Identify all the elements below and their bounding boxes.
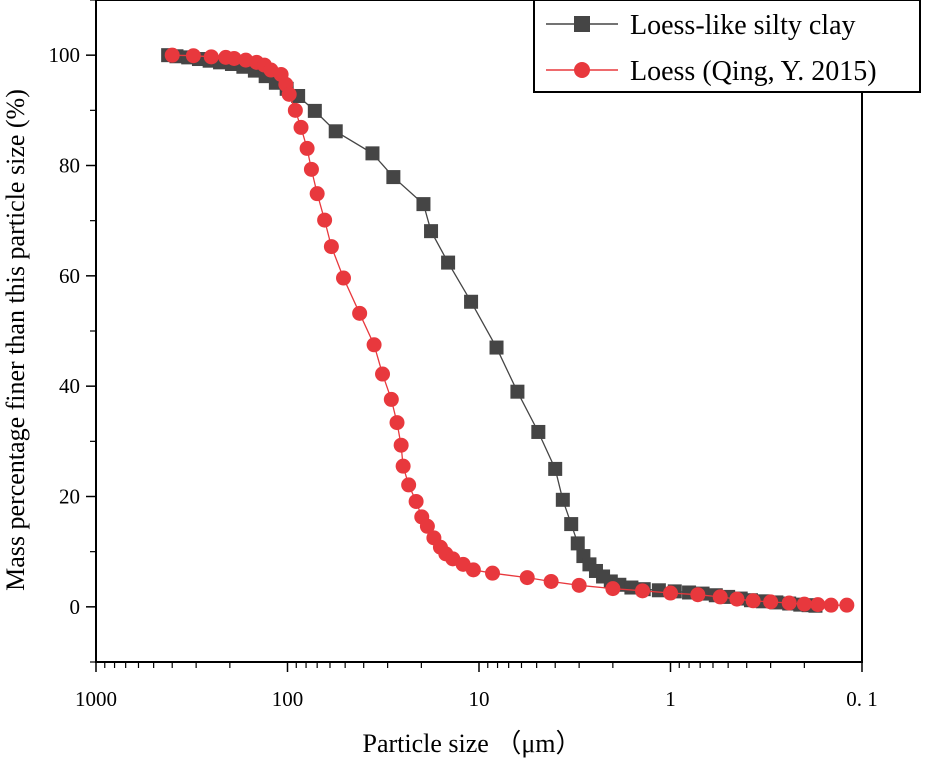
data-point-circle <box>389 415 405 431</box>
data-point-circle <box>309 186 325 202</box>
y-tick-label: 40 <box>59 374 80 398</box>
data-point-circle <box>729 591 745 607</box>
x-tick-label: 1 <box>665 687 676 711</box>
data-point-circle <box>366 337 382 353</box>
y-tick-label: 20 <box>59 485 80 509</box>
data-point-circle <box>763 594 779 610</box>
x-tick-label: 1000 <box>75 687 117 711</box>
legend: Loess-like silty clay Loess (Qing, Y. 20… <box>533 0 921 93</box>
data-point-circle <box>796 596 812 612</box>
data-point-circle <box>571 577 587 593</box>
axis-ticks: 1000 100 10 1 0. 1 0 20 40 60 80 100 <box>49 0 878 711</box>
data-point-circle <box>635 583 651 599</box>
plot-area <box>95 0 863 663</box>
data-point-circle <box>226 50 242 66</box>
series-line <box>168 54 816 607</box>
x-tick-label: 0. 1 <box>846 687 878 711</box>
data-point-square <box>464 294 479 309</box>
data-point-square <box>624 580 639 595</box>
series-loess <box>164 47 855 613</box>
data-point-square <box>365 146 380 161</box>
series-loess-like-silty-clay <box>161 48 823 613</box>
data-point-circle <box>323 239 339 255</box>
data-point-circle <box>293 119 309 135</box>
data-point-circle <box>299 140 315 156</box>
series-line <box>172 54 847 606</box>
y-tick-label: 80 <box>59 154 80 178</box>
legend-box <box>533 0 921 93</box>
data-point-circle <box>543 573 559 589</box>
data-point-circle <box>465 562 481 578</box>
data-point-square <box>651 583 666 598</box>
data-point-circle <box>419 518 435 534</box>
data-point-circle <box>393 437 409 453</box>
data-point-circle <box>287 102 303 118</box>
data-point-circle <box>164 47 180 63</box>
data-point-square <box>386 170 401 185</box>
data-point-circle <box>839 597 855 613</box>
data-point-circle <box>317 212 333 228</box>
data-point-circle <box>303 161 319 177</box>
data-series <box>161 47 855 613</box>
legend-label-loess: Loess (Qing, Y. 2015) <box>630 56 877 87</box>
data-point-square <box>424 224 439 239</box>
data-point-circle <box>712 589 728 605</box>
data-point-circle <box>823 597 839 613</box>
data-point-circle <box>375 366 391 382</box>
data-point-circle <box>203 49 219 65</box>
data-point-circle <box>781 595 797 611</box>
legend-label-loess-like: Loess-like silty clay <box>630 10 856 41</box>
legend-marker-circle <box>574 62 590 78</box>
data-point-square <box>564 517 579 532</box>
data-point-circle <box>408 493 424 509</box>
y-tick-label: 100 <box>49 43 81 67</box>
x-axis-title: Particle size （μm） <box>363 729 582 758</box>
x-tick-label: 10 <box>469 687 490 711</box>
data-point-circle <box>383 391 399 407</box>
y-axis-title: Mass percentage finer than this particle… <box>1 89 30 591</box>
data-point-square <box>328 124 343 139</box>
data-point-circle <box>690 587 706 603</box>
data-point-square <box>416 197 431 212</box>
data-point-circle <box>519 570 535 586</box>
data-point-square <box>548 461 563 476</box>
data-point-circle <box>395 458 411 474</box>
data-point-square <box>555 492 570 507</box>
data-point-square <box>489 340 504 355</box>
x-tick-label: 100 <box>272 687 304 711</box>
data-point-square <box>441 255 456 270</box>
data-point-circle <box>352 305 368 321</box>
data-point-circle <box>281 86 297 102</box>
data-point-circle <box>401 477 417 493</box>
data-point-circle <box>810 597 826 613</box>
data-point-square <box>510 384 525 399</box>
y-tick-label: 0 <box>70 595 81 619</box>
legend-marker-square <box>574 16 590 32</box>
data-point-circle <box>485 565 501 581</box>
data-point-circle <box>605 581 621 597</box>
data-point-square <box>531 424 546 439</box>
y-tick-label: 60 <box>59 264 80 288</box>
data-point-square <box>307 103 322 118</box>
data-point-circle <box>336 270 352 286</box>
data-point-circle <box>185 48 201 64</box>
data-point-square <box>570 536 585 551</box>
data-point-circle <box>745 593 761 609</box>
data-point-circle <box>663 585 678 601</box>
